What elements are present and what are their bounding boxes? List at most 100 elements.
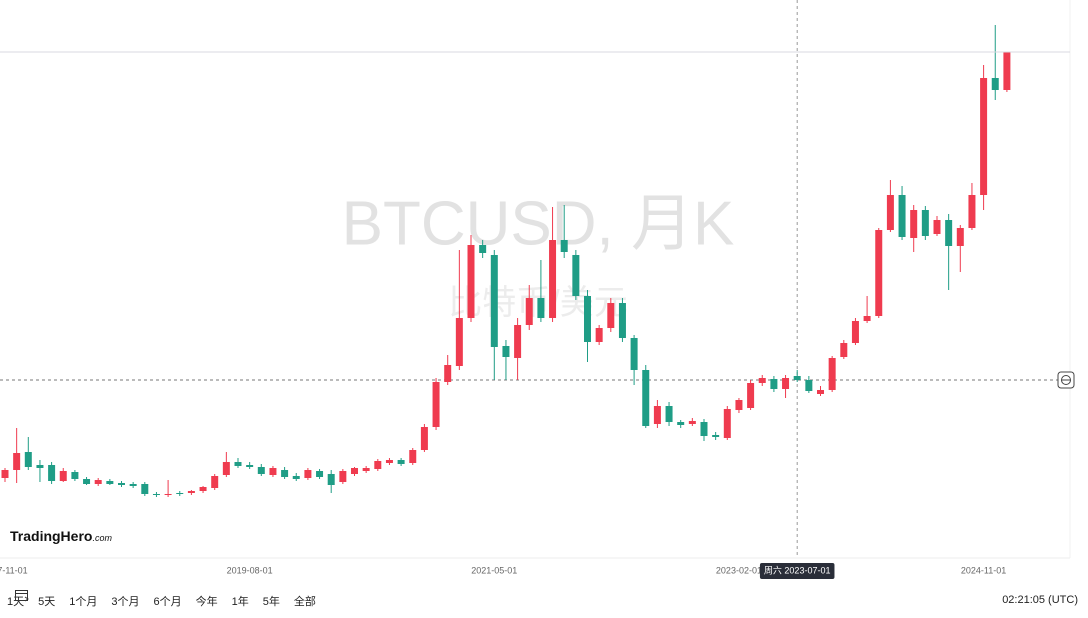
range-button[interactable]: 全部 (293, 596, 316, 608)
candle-body (152, 494, 160, 495)
candle-body (374, 461, 382, 469)
x-tick-label: 2021-05-01 (471, 565, 517, 575)
candle-body (304, 470, 312, 478)
x-tick-label: 2023-02-01 (716, 565, 762, 575)
range-button[interactable]: 今年 (195, 596, 218, 608)
candle-body (59, 471, 67, 481)
range-button[interactable]: 1个月 (69, 596, 98, 608)
candle-body (688, 421, 696, 424)
crosshair-label-bg (759, 563, 835, 579)
range-button[interactable]: 5年 (262, 596, 280, 608)
candle-body (24, 452, 32, 467)
candle-body (758, 378, 766, 383)
candle-body (269, 468, 277, 475)
candle-body (339, 471, 347, 482)
candle-body (48, 465, 56, 481)
candle-body (537, 298, 545, 318)
range-button[interactable]: 1年 (231, 596, 249, 608)
candle-body (327, 474, 335, 485)
candle-body (770, 379, 778, 389)
candle-body (595, 328, 603, 342)
candle-body (851, 321, 859, 343)
go-to-date-button[interactable] (14, 588, 30, 602)
candle-body (549, 240, 557, 318)
watermark-title: BTCUSD, 月K (342, 189, 735, 258)
candle-body (187, 491, 195, 493)
candle-body (968, 195, 976, 228)
candle-body (514, 325, 522, 358)
candle-body (502, 346, 510, 357)
candle-body (222, 462, 230, 475)
candle-body (397, 460, 405, 464)
candle-body (677, 422, 685, 425)
candle-body (793, 376, 801, 380)
candle-body (362, 468, 370, 471)
candle-body (479, 245, 487, 253)
candle-body (432, 382, 440, 427)
candle-body (665, 406, 673, 422)
candle-body (933, 220, 941, 234)
candle-body (234, 462, 242, 466)
calendar-arrow (24, 596, 29, 602)
candle-body (292, 476, 300, 479)
candle-body (36, 465, 44, 468)
icon-circle (1061, 375, 1071, 385)
candle-body (723, 409, 731, 438)
candle-body (444, 365, 452, 382)
range-button[interactable]: 1天 (7, 596, 25, 608)
candle-body (618, 303, 626, 338)
candle-body (71, 472, 79, 479)
candle-body (782, 378, 790, 389)
candle-body (385, 460, 393, 463)
candle-body (956, 228, 964, 246)
candle-body (898, 195, 906, 237)
logo: TradingHero.com (10, 528, 112, 544)
candle-body (945, 220, 953, 246)
chart: BTCUSD, 月K 比特币/美元 TradingHero.com 2017-1… (0, 0, 1075, 579)
candle-body (164, 494, 172, 495)
candle-body (642, 370, 650, 426)
candle-body (875, 230, 883, 316)
range-button[interactable]: 6个月 (153, 596, 182, 608)
range-button[interactable]: 5天 (38, 596, 56, 608)
candle-body (281, 470, 289, 477)
logo-name: TradingHero (10, 528, 92, 544)
candle-body (560, 240, 568, 252)
candle-body (257, 467, 265, 474)
candle-body (584, 296, 591, 342)
candle-body (840, 343, 848, 357)
candle-body (420, 427, 428, 450)
candle-body (991, 78, 999, 90)
candle-body (700, 422, 708, 436)
candle-body (712, 435, 720, 437)
candle-body (910, 210, 918, 238)
x-tick-label: 2017-11-01 (0, 565, 28, 575)
candle-body (630, 338, 638, 370)
candle-body (525, 298, 533, 325)
candle-body (106, 481, 114, 484)
candle-body (94, 480, 102, 484)
x-tick-label: 2019-08-01 (227, 565, 273, 575)
candle-body (572, 255, 580, 296)
toolbar: 1天 5天 1个月 3个月 6个月 今年 1年 5年 全部 02:21:05 (UTC) (0, 588, 1088, 614)
candle-body (863, 316, 871, 321)
clock: 02:21:05 (UTC) (1002, 594, 1078, 606)
x-tick-label: 2024-11-01 (961, 565, 1006, 575)
candle-body (1, 470, 9, 478)
candle-body (1003, 52, 1011, 90)
candle-body (129, 484, 137, 486)
candle-body (118, 483, 125, 485)
candle-body (653, 406, 661, 424)
candle-body (980, 78, 988, 195)
crosshair-date: 周六 2023-07-01 (764, 564, 831, 575)
candle-body (921, 210, 929, 236)
range-button[interactable]: 3个月 (111, 596, 140, 608)
candle-body (817, 390, 824, 394)
candle-body (83, 479, 91, 484)
logo-suffix: .com (92, 533, 112, 543)
candle-body (805, 380, 813, 391)
candle-body (828, 358, 836, 390)
candle-body (747, 383, 755, 408)
crosshair-menu-icon[interactable] (1057, 371, 1075, 389)
